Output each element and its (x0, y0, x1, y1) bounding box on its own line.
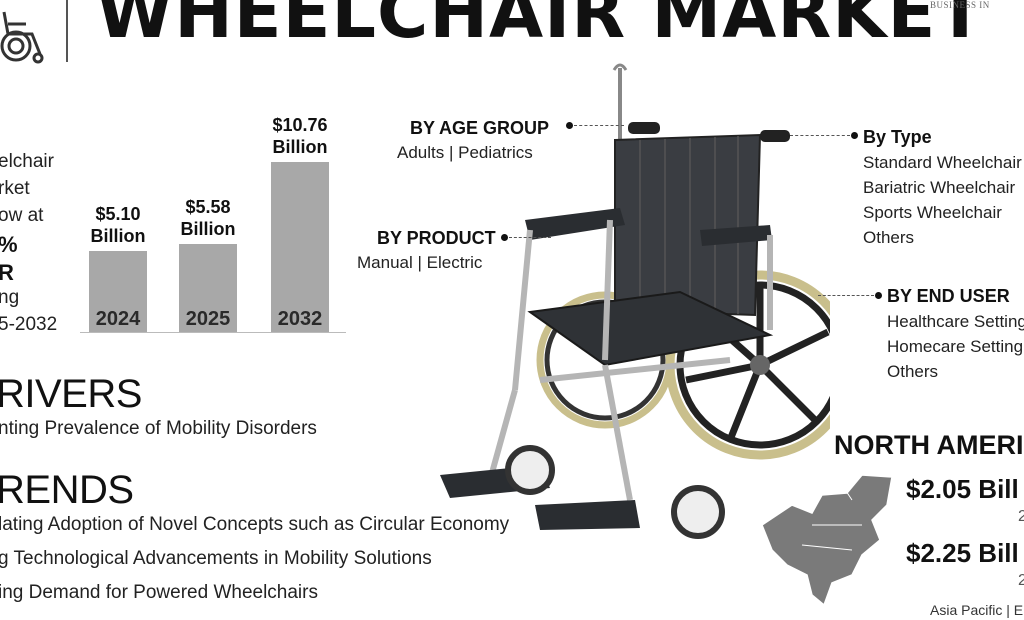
end-user-item-2: Homecare Setting (887, 337, 1024, 356)
type-heading: By Type (863, 127, 932, 147)
bar-2032 (271, 162, 329, 332)
chart-baseline (80, 332, 346, 333)
age-group-dot (566, 122, 573, 129)
type-item-2: Bariatric Wheelchair (863, 178, 1016, 197)
type-dot (851, 132, 858, 139)
region-footer: Asia Pacific | E (930, 602, 1024, 618)
end-user-heading: BY END USER (887, 286, 1010, 306)
publisher-logo-text: BUSINESS IN (930, 0, 990, 10)
product-leader (509, 237, 551, 238)
end-user-item-3: Others (887, 362, 939, 381)
summary-cagr-value: % (0, 232, 18, 258)
type-item-1: Standard Wheelchair (863, 153, 1022, 172)
trends-heading: RENDS (0, 468, 134, 512)
wheelchair-icon (0, 4, 56, 71)
drivers-heading: RIVERS (0, 372, 142, 416)
bar-year-label: 2025 (185, 308, 231, 330)
end-user-dot (875, 292, 882, 299)
page-title: WHEELCHAIR MARKET (96, 0, 986, 54)
north-america-map (752, 465, 902, 620)
age-group-heading: BY AGE GROUP (410, 118, 550, 138)
bar-2025 (179, 244, 237, 332)
summary-line-1: elchair (0, 151, 54, 172)
bar-2024 (89, 251, 147, 332)
trend-item-2: g Technological Advancements in Mobility… (0, 548, 432, 569)
region-year-1: 2 (1018, 508, 1024, 525)
bar-value-label: $5.10 Billion (90, 204, 146, 246)
trend-item-3: ing Demand for Powered Wheelchairs (0, 582, 318, 603)
type-item-3: Sports Wheelchair (863, 203, 1002, 222)
age-group-values: Adults | Pediatrics (397, 143, 533, 162)
end-user-leader (818, 295, 874, 296)
type-leader (790, 135, 850, 136)
trend-item-1: lating Adoption of Novel Concepts such a… (0, 514, 510, 535)
region-heading: NORTH AMERI (834, 430, 1024, 460)
bar-value-label: $10.76 Billion (272, 115, 328, 157)
region-value-1: $2.05 Bill (906, 474, 1019, 504)
region-value-2: $2.25 Bill (906, 538, 1019, 568)
summary-period: 5-2032 (0, 314, 58, 335)
summary-line-3: ow at (0, 205, 44, 226)
header-divider (66, 0, 68, 62)
summary-line-6: ng (0, 287, 20, 308)
age-group-leader (574, 125, 624, 126)
bar-year-label: 2024 (95, 308, 141, 330)
bar-value-label: $5.58 Billion (180, 197, 236, 239)
product-heading: BY PRODUCT (377, 228, 496, 248)
summary-cagr-label: R (0, 260, 14, 285)
bar-year-label: 2032 (277, 308, 323, 330)
end-user-item-1: Healthcare Setting (887, 312, 1024, 331)
region-year-2: 2 (1018, 572, 1024, 589)
product-dot (501, 234, 508, 241)
wheelchair-photo (430, 60, 855, 555)
driver-item: nting Prevalence of Mobility Disorders (0, 418, 317, 439)
summary-line-2: rket (0, 178, 30, 199)
type-item-4: Others (863, 228, 915, 247)
product-values: Manual | Electric (357, 253, 483, 272)
